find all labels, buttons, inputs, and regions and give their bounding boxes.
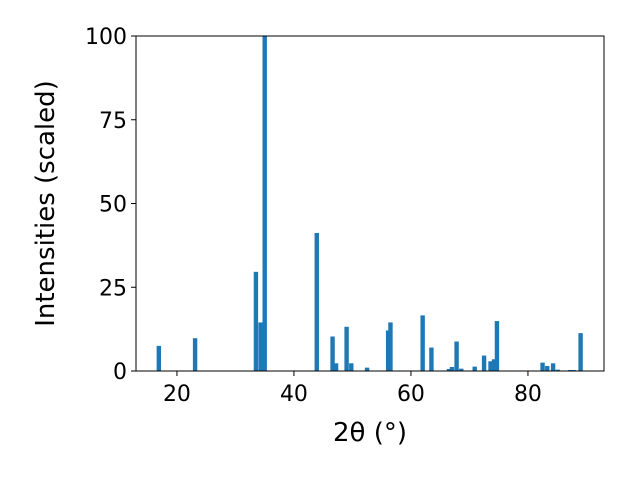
bar	[349, 363, 354, 371]
x-tick-label: 60	[397, 382, 425, 407]
bar	[472, 366, 477, 371]
bar	[429, 347, 434, 371]
x-tick-label: 80	[514, 382, 542, 407]
y-tick-label: 0	[113, 360, 127, 385]
plot-frame	[135, 35, 605, 372]
x-axis-label: 2θ (°)	[333, 418, 407, 448]
bar	[314, 232, 319, 371]
y-axis-label: Intensities (scaled)	[31, 80, 61, 327]
bar	[578, 333, 583, 371]
bar	[540, 362, 545, 372]
y-axis-ticks: 0 25 50 75 100	[85, 25, 136, 385]
bar	[385, 330, 391, 371]
bar	[491, 359, 497, 371]
y-tick-label: 75	[99, 109, 127, 134]
bar	[333, 363, 339, 371]
bar	[388, 322, 393, 371]
bar	[330, 336, 335, 371]
bar	[481, 355, 487, 371]
bar	[545, 365, 550, 371]
bar	[253, 271, 259, 371]
bar	[555, 369, 560, 371]
bar	[420, 315, 425, 371]
bar	[344, 326, 349, 371]
x-tick-label: 40	[280, 382, 308, 407]
bar	[459, 368, 464, 371]
x-tick-label: 20	[163, 382, 191, 407]
bar	[262, 36, 267, 371]
bar	[258, 322, 263, 371]
y-tick-label: 100	[85, 25, 127, 50]
bar	[156, 345, 162, 372]
y-tick-label: 25	[99, 276, 127, 301]
bar	[449, 366, 455, 371]
x-axis-ticks: 20 40 60 80	[163, 371, 542, 407]
bar	[488, 361, 493, 371]
bar	[364, 367, 370, 371]
bar	[494, 321, 500, 371]
bars-group	[156, 36, 583, 372]
y-tick-label: 50	[99, 193, 127, 218]
bar	[550, 363, 556, 371]
bar	[192, 338, 198, 371]
bar	[454, 341, 459, 371]
bar	[446, 368, 452, 371]
